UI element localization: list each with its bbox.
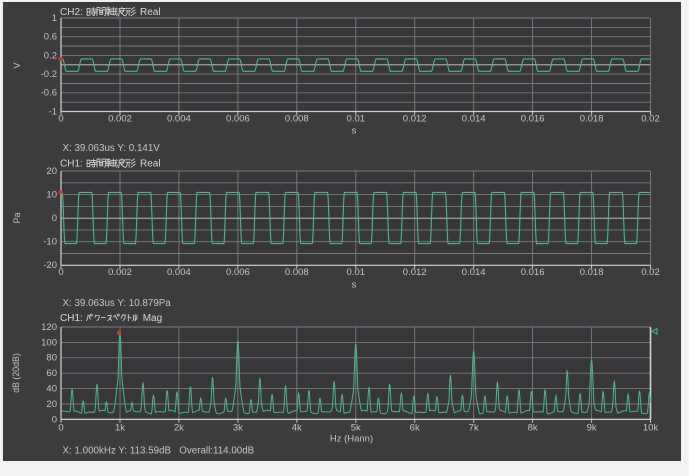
svg-text:40: 40 xyxy=(46,384,57,395)
svg-text:-20: -20 xyxy=(43,260,57,271)
svg-text:0.012: 0.012 xyxy=(403,113,427,124)
svg-text:120: 120 xyxy=(41,322,57,333)
svg-text:0.008: 0.008 xyxy=(285,267,309,278)
svg-text:5k: 5k xyxy=(351,422,361,433)
svg-text:20: 20 xyxy=(46,399,57,410)
svg-text:0.02: 0.02 xyxy=(641,267,660,278)
svg-text:-1: -1 xyxy=(49,106,57,117)
svg-text:s: s xyxy=(352,125,357,136)
svg-text:0: 0 xyxy=(52,213,57,224)
svg-text:X: 1.000kHz Y: 113.59dB Over: X: 1.000kHz Y: 113.59dB Overall:114.00dB xyxy=(63,446,255,457)
svg-text:7k: 7k xyxy=(469,422,479,433)
svg-text:0.018: 0.018 xyxy=(580,113,604,124)
svg-text:0.014: 0.014 xyxy=(462,267,486,278)
svg-text:dB (20dB): dB (20dB) xyxy=(11,353,21,393)
svg-text:0.016: 0.016 xyxy=(521,267,545,278)
svg-text:0.002: 0.002 xyxy=(108,267,132,278)
svg-text:20: 20 xyxy=(46,166,57,177)
svg-text:-0.6: -0.6 xyxy=(41,88,57,99)
svg-text:CH1:: CH1: xyxy=(60,313,83,324)
svg-text:10k: 10k xyxy=(643,422,659,433)
svg-text:0: 0 xyxy=(58,267,63,278)
svg-text:0: 0 xyxy=(52,414,57,425)
svg-text:Real: Real xyxy=(140,158,161,169)
svg-text:Mag: Mag xyxy=(143,313,162,324)
svg-text:0.008: 0.008 xyxy=(285,113,309,124)
svg-text:0.01: 0.01 xyxy=(347,267,366,278)
svg-text:10: 10 xyxy=(46,190,57,201)
svg-text:1k: 1k xyxy=(115,422,125,433)
svg-text:100: 100 xyxy=(41,337,57,348)
svg-text:0: 0 xyxy=(58,422,63,433)
svg-text:0.012: 0.012 xyxy=(403,267,427,278)
svg-text:Hz (Hann): Hz (Hann) xyxy=(330,433,373,444)
svg-text:0.02: 0.02 xyxy=(641,113,660,124)
svg-text:Real: Real xyxy=(140,7,161,18)
svg-text:0: 0 xyxy=(58,113,63,124)
svg-text:s: s xyxy=(352,279,357,290)
svg-text:X: 39.063us Y: 0.141V: X: 39.063us Y: 0.141V xyxy=(63,143,161,154)
svg-text:0.002: 0.002 xyxy=(108,113,132,124)
svg-text:0.006: 0.006 xyxy=(226,113,250,124)
svg-text:6k: 6k xyxy=(410,422,420,433)
svg-text:X: 39.063us Y: 10.879Pa: X: 39.063us Y: 10.879Pa xyxy=(63,298,172,309)
svg-text:1: 1 xyxy=(52,13,57,24)
svg-text:0.6: 0.6 xyxy=(44,32,57,43)
svg-text:V: V xyxy=(12,62,22,68)
svg-text:80: 80 xyxy=(46,353,57,364)
svg-text:0.006: 0.006 xyxy=(226,267,250,278)
svg-text:0.004: 0.004 xyxy=(167,267,191,278)
svg-text:CH2:: CH2: xyxy=(60,7,83,18)
svg-text:0.01: 0.01 xyxy=(347,113,366,124)
svg-text:60: 60 xyxy=(46,368,57,379)
svg-text:CH1:: CH1: xyxy=(60,158,83,169)
svg-text:0.018: 0.018 xyxy=(580,267,604,278)
svg-text:-10: -10 xyxy=(43,237,57,248)
svg-text:3k: 3k xyxy=(233,422,243,433)
svg-text:2k: 2k xyxy=(174,422,184,433)
svg-text:8k: 8k xyxy=(528,422,538,433)
svg-text:0.014: 0.014 xyxy=(462,113,486,124)
svg-text:0.2: 0.2 xyxy=(44,50,57,61)
svg-text:4k: 4k xyxy=(292,422,302,433)
svg-text:0.016: 0.016 xyxy=(521,113,545,124)
svg-text:9k: 9k xyxy=(587,422,597,433)
svg-text:Pa: Pa xyxy=(12,213,22,224)
svg-text:0.004: 0.004 xyxy=(167,113,191,124)
svg-text:-0.2: -0.2 xyxy=(41,69,57,80)
